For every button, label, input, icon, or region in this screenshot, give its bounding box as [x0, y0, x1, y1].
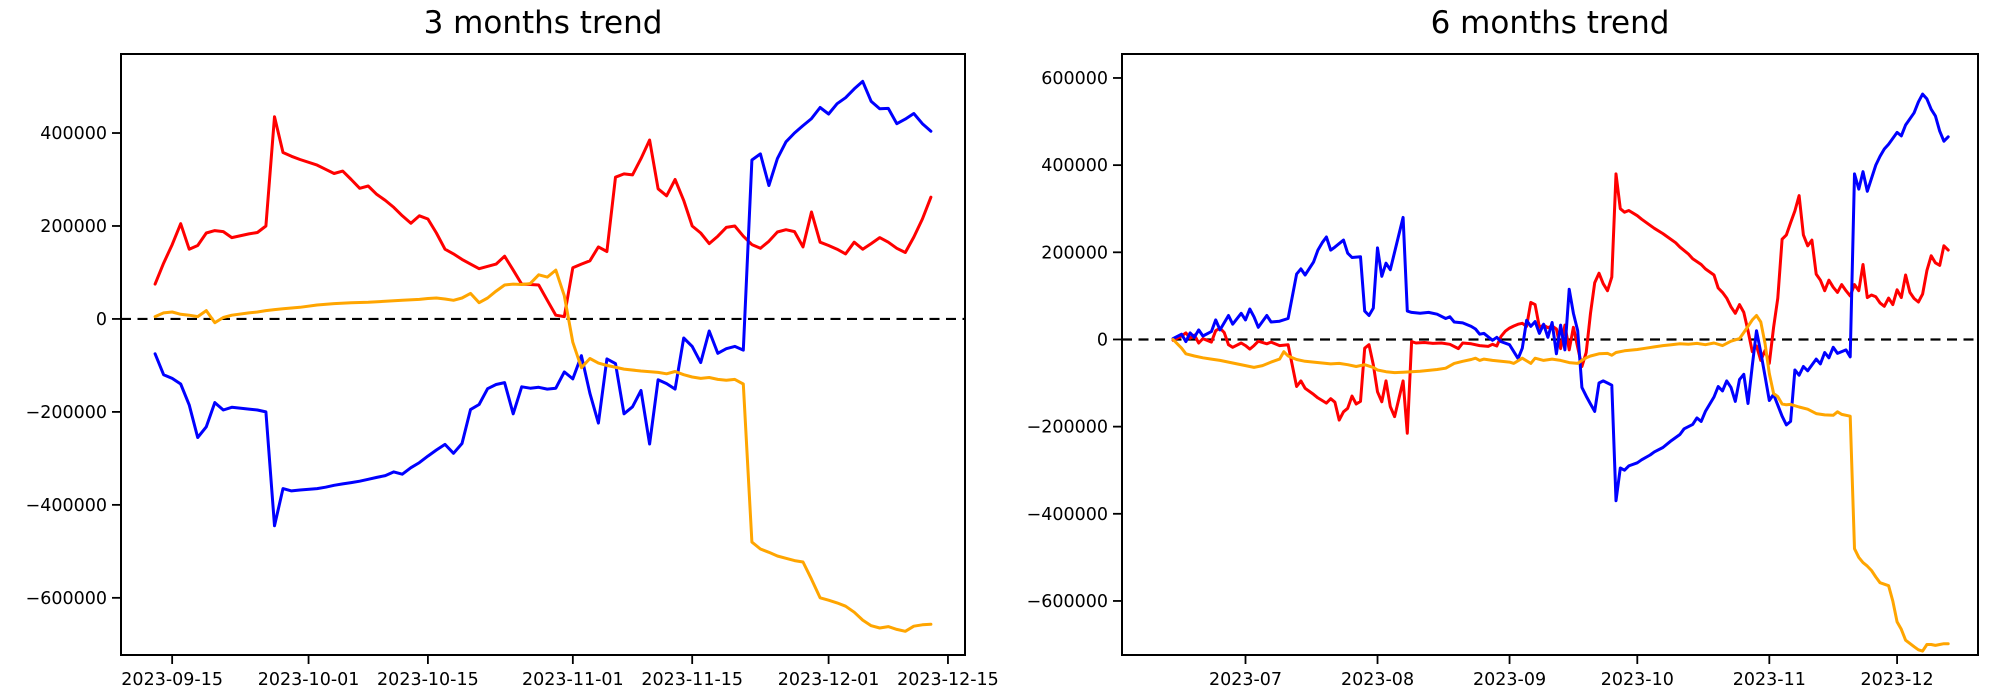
x-axis-tick-label: 2023-11	[1733, 670, 1806, 690]
x-axis-tick-label: 2023-12	[1861, 670, 1934, 690]
red-line	[153, 115, 933, 319]
blue-line	[153, 79, 933, 528]
blue-line	[1171, 92, 1950, 503]
x-axis-tick-label: 2023-10-15	[377, 670, 479, 690]
x-axis-tick-label: 2023-07	[1209, 670, 1282, 690]
series-group	[153, 79, 933, 633]
y-axis-tick-label: 0	[96, 310, 107, 330]
orange-line	[1171, 314, 1950, 653]
y-axis-tick-label: 200000	[1041, 243, 1108, 263]
series-group	[1171, 92, 1950, 653]
y-axis-tick-label: 600000	[1041, 69, 1108, 89]
y-axis-tick-label: 400000	[40, 124, 107, 144]
chart-6-months-trend: 600000 400000 200000 0 −200000 −400000 −600000…	[1027, 53, 1979, 690]
x-axis-tick-label: 2023-12-01	[778, 670, 880, 690]
orange-line	[153, 268, 933, 633]
x-axis-tick-label: 2023-12-15	[897, 670, 999, 690]
x-axis-tick-label: 2023-11-01	[522, 670, 624, 690]
chart-title-3-months: 3 months trend	[423, 5, 663, 41]
y-axis-tick-label: −200000	[1027, 418, 1108, 438]
y-axis-tick-label: 400000	[1041, 156, 1108, 176]
x-axis-tick-label: 2023-09-15	[121, 670, 223, 690]
x-axis-tick-label: 2023-09	[1473, 670, 1546, 690]
axes-frame	[120, 53, 966, 656]
axes-frame	[1121, 53, 1979, 656]
y-axis-tick-label: −600000	[1027, 592, 1108, 612]
y-axis-tick-label: −200000	[26, 403, 107, 423]
y-axis-tick-label: −400000	[26, 496, 107, 516]
x-axis-tick-label: 2023-10-01	[258, 670, 360, 690]
red-line	[1171, 172, 1950, 435]
y-axis-tick-label: −600000	[26, 589, 107, 609]
x-axis-tick-label: 2023-11-15	[641, 670, 743, 690]
chart-3-months-trend: 400000 200000 0 −200000 −400000 −600000 2023-0…	[26, 53, 999, 690]
y-axis-tick-label: 0	[1097, 330, 1108, 350]
y-axis-tick-label: 200000	[40, 217, 107, 237]
x-axis-tick-label: 2023-10	[1601, 670, 1674, 690]
y-axis-tick-label: −400000	[1027, 505, 1108, 525]
chart-title-6-months: 6 months trend	[1430, 5, 1670, 41]
x-axis-tick-label: 2023-08	[1341, 670, 1414, 690]
